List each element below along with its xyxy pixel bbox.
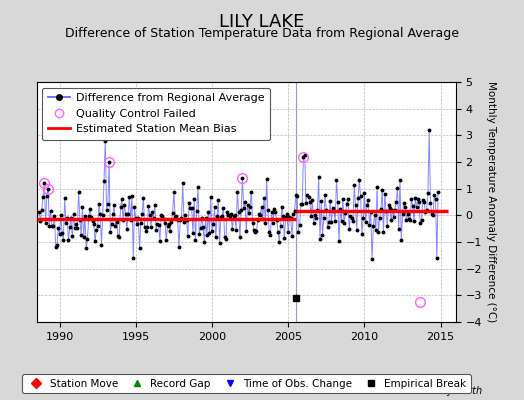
Legend: Station Move, Record Gap, Time of Obs. Change, Empirical Break: Station Move, Record Gap, Time of Obs. C… [22,374,471,393]
Legend: Difference from Regional Average, Quality Control Failed, Estimated Station Mean: Difference from Regional Average, Qualit… [42,88,270,140]
Text: LILY LAKE: LILY LAKE [220,13,304,31]
Y-axis label: Monthly Temperature Anomaly Difference (°C): Monthly Temperature Anomaly Difference (… [486,81,496,323]
Text: Berkeley Earth: Berkeley Earth [410,386,482,396]
Text: Difference of Station Temperature Data from Regional Average: Difference of Station Temperature Data f… [65,28,459,40]
